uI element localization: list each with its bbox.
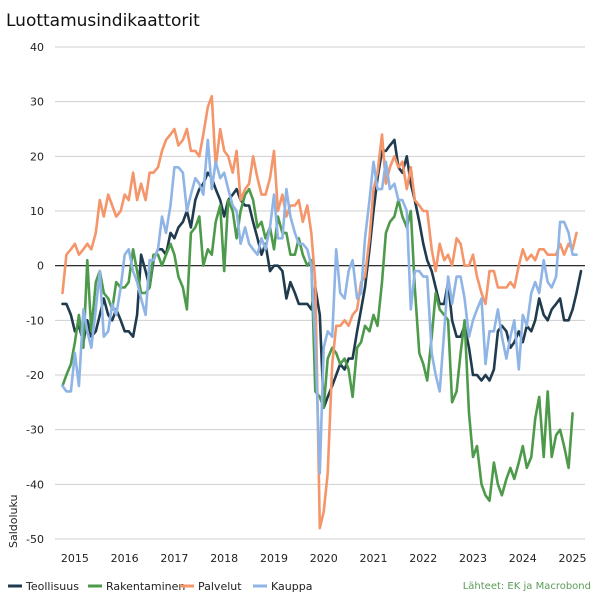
- series-lines: [61, 94, 583, 530]
- y-tick-label: -50: [26, 533, 44, 546]
- series-line-palvelut: [61, 94, 578, 530]
- source-note: Lähteet: EK ja Macrobond: [463, 581, 591, 592]
- legend-label: Kauppa: [271, 580, 312, 593]
- y-tick-label: 30: [30, 96, 44, 109]
- x-tick-label: 2021: [359, 552, 387, 565]
- x-tick-label: 2020: [310, 552, 338, 565]
- y-tick-label: -40: [26, 478, 44, 491]
- y-tick-label: 0: [37, 260, 44, 273]
- y-tick-label: -10: [26, 314, 44, 327]
- x-tick-label: 2022: [409, 552, 437, 565]
- y-tick-label: 40: [30, 41, 44, 54]
- chart-title: Luottamusindikaattorit: [6, 11, 200, 31]
- x-tick-label: 2018: [210, 552, 238, 565]
- x-tick-label: 2024: [509, 552, 537, 565]
- legend-label: Palvelut: [198, 580, 242, 593]
- series-line-teollisuus: [61, 138, 583, 410]
- x-tick-label: 2017: [160, 552, 188, 565]
- y-tick-label: -30: [26, 424, 44, 437]
- x-axis-ticks: 2015 2016 2017 2018 2019 2020 2021 2022 2023 2024…: [61, 552, 587, 565]
- y-tick-label: 10: [30, 205, 44, 218]
- x-tick-label: 2016: [111, 552, 139, 565]
- x-tick-label: 2015: [61, 552, 89, 565]
- legend-label: Teollisuus: [25, 580, 79, 593]
- x-tick-label: 2025: [559, 552, 587, 565]
- legend-label: Rakentaminen: [106, 580, 185, 593]
- x-tick-label: 2023: [459, 552, 487, 565]
- x-tick-label: 2019: [260, 552, 288, 565]
- series-line-kauppa: [61, 138, 578, 475]
- legend: Teollisuus Rakentaminen Palvelut Kauppa: [8, 580, 312, 593]
- y-tick-label: -20: [26, 369, 44, 382]
- y-axis-ticks: 40 30 20 10 0 -10 -20 -30 -40 -50: [26, 41, 44, 546]
- y-axis-label: Saldoluku: [7, 494, 20, 548]
- y-tick-label: 20: [30, 150, 44, 163]
